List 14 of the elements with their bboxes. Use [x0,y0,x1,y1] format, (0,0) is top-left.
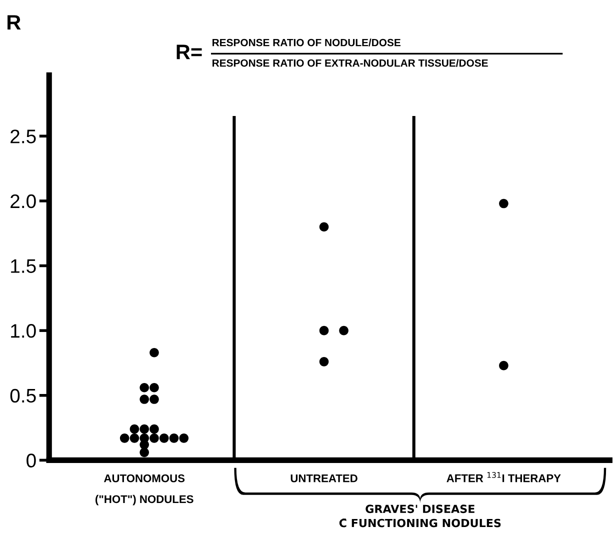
x-tick-label: AUTONOMOUS ("HOT") NODULES [96,474,194,506]
y-tick-label: 1.0 [11,324,36,338]
y-tick-label: 2.0 [10,194,36,208]
y-tick-label: 0 [26,454,36,468]
chart-subtitle: RESPONSE RATIO OF NODULE/DOSE [212,38,400,46]
y-tick-label: 1.5 [11,259,36,273]
x-tick-label: UNTREATED [290,474,358,482]
text: RESPONSE RATIO OF EXTRA-NODULAR TISSUE/DOSE [212,59,488,67]
y-tick-label: 2.5 [10,130,36,144]
y-tick-label: 0.5 [10,388,36,403]
chart-title: R= [176,44,202,60]
x-tick-label: AFTER $^{131}$I THERAPY [446,472,561,482]
y-axis-title: R [8,15,21,30]
text: GRAVES' DISEASE C̄ FUNCTIONING NODULES [339,504,501,528]
